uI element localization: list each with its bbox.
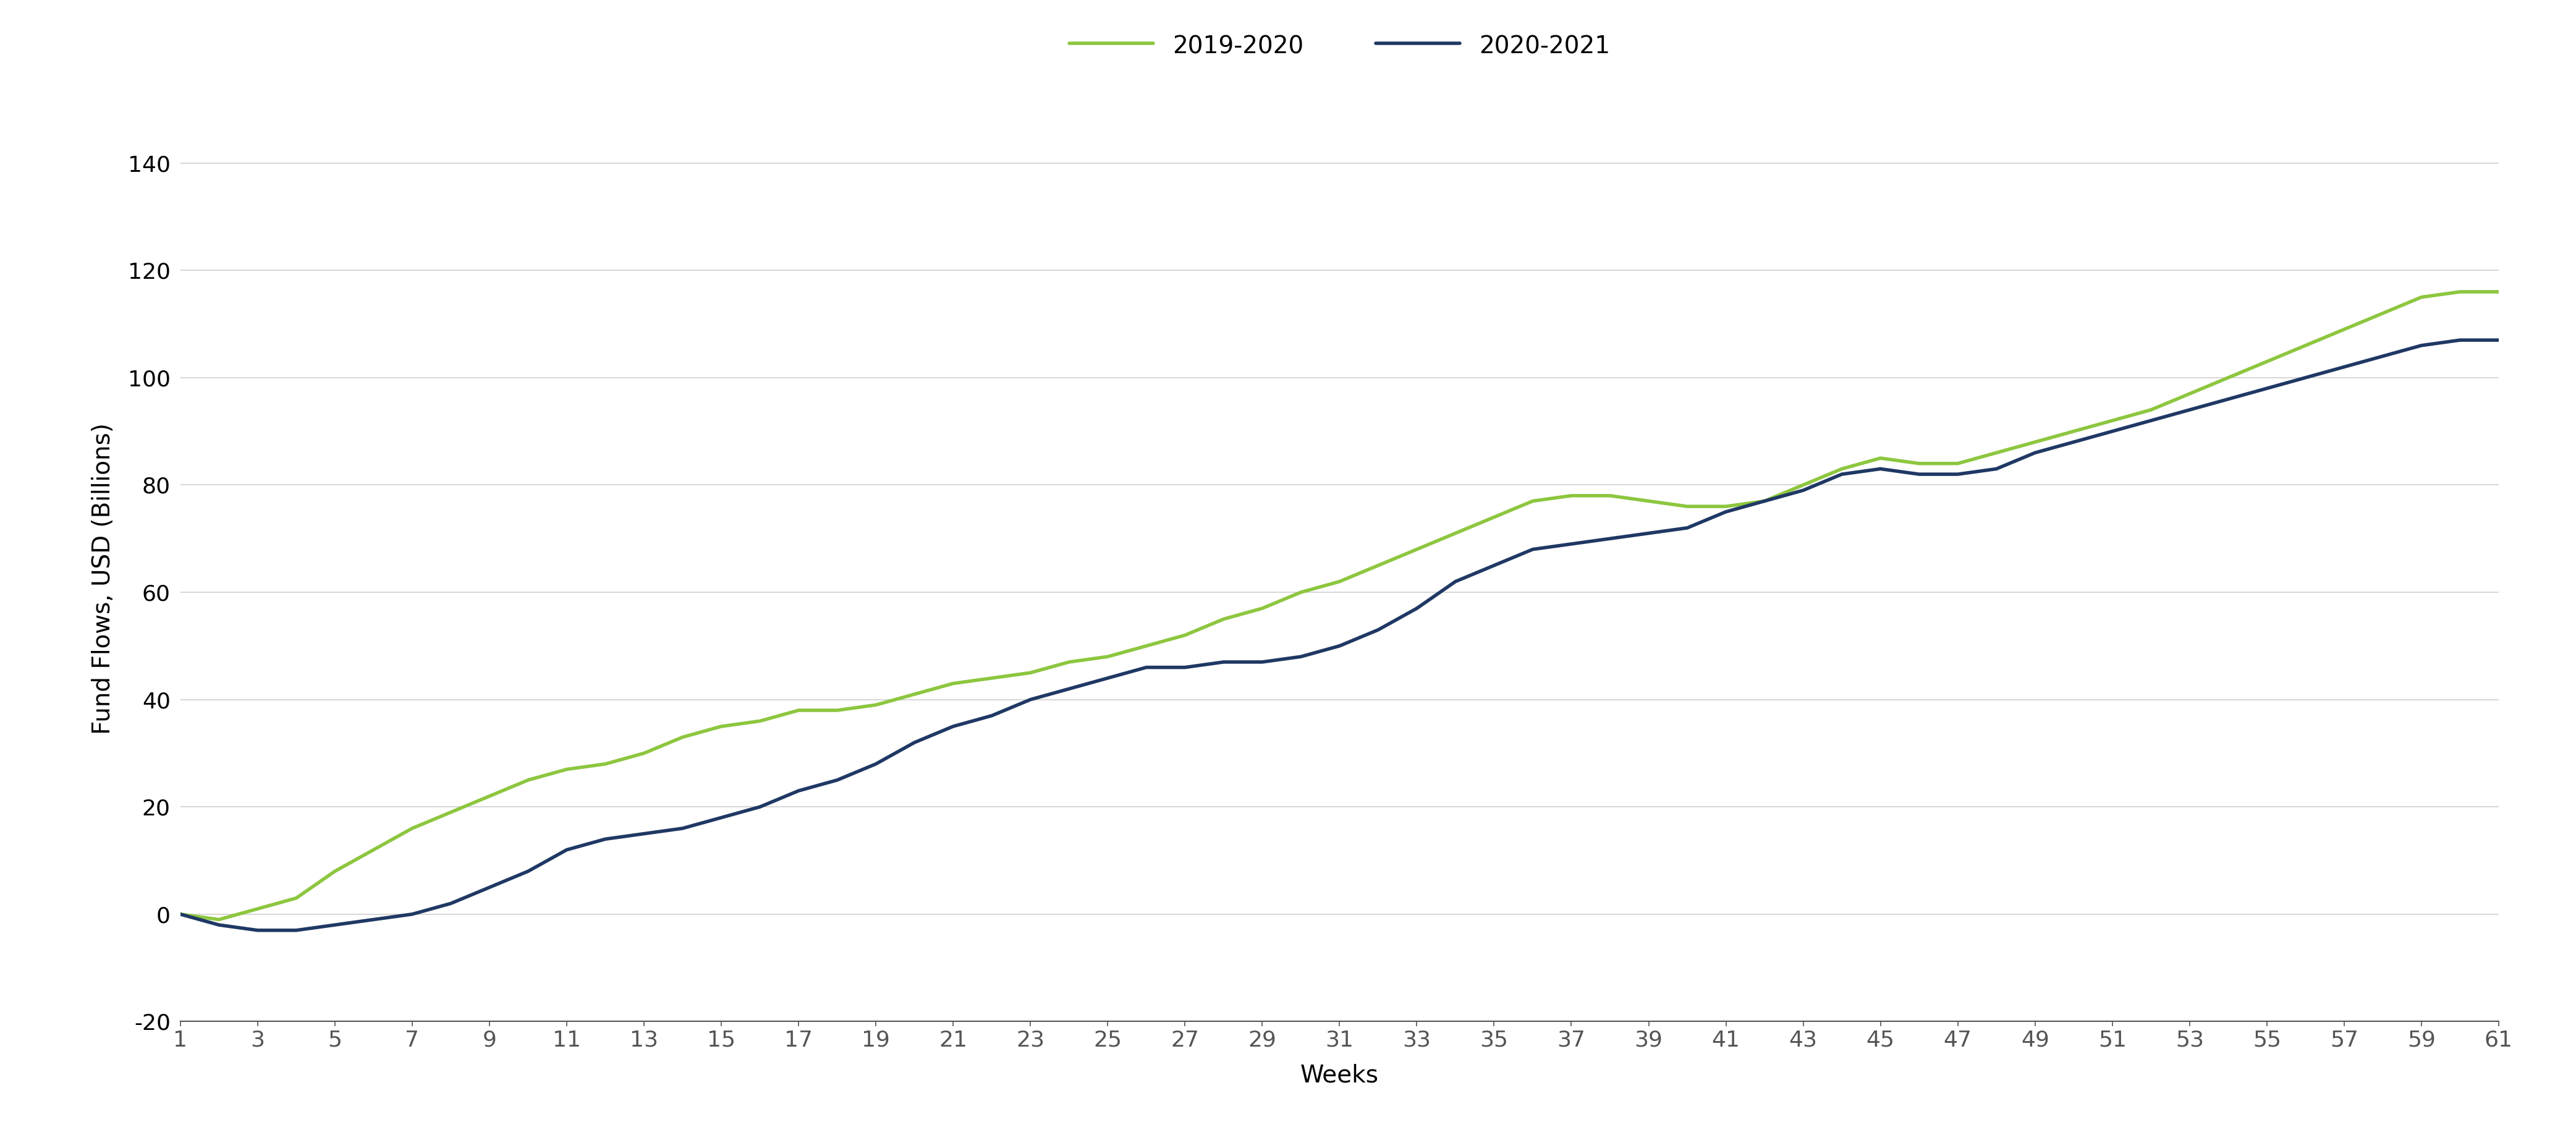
2019-2020: [1015, 666, 1046, 680]
2020-2021: [667, 822, 698, 835]
2020-2021: [165, 907, 196, 920]
2020-2021: [744, 800, 775, 814]
2019-2020: [2445, 285, 2476, 299]
2019-2020: [165, 907, 196, 920]
2020-2021: [2483, 334, 2514, 347]
Legend: 2019-2020, 2020-2021: 2019-2020, 2020-2021: [1069, 33, 1610, 59]
2020-2021: [1440, 574, 1471, 588]
Y-axis label: Fund Flows, USD (Billions): Fund Flows, USD (Billions): [90, 423, 116, 734]
X-axis label: Weeks: Weeks: [1301, 1063, 1378, 1087]
2019-2020: [204, 913, 234, 926]
2019-2020: [667, 730, 698, 743]
2019-2020: [2213, 371, 2244, 385]
2019-2020: [2483, 285, 2514, 299]
2020-2021: [242, 924, 273, 938]
2019-2020: [1595, 489, 1625, 503]
2019-2020: [744, 714, 775, 728]
2019-2020: [1440, 527, 1471, 540]
2020-2021: [2445, 334, 2476, 347]
2020-2021: [2213, 393, 2244, 406]
2020-2021: [1595, 532, 1625, 546]
Line: 2019-2020: 2019-2020: [180, 292, 2499, 919]
2020-2021: [1015, 692, 1046, 706]
Line: 2020-2021: 2020-2021: [180, 340, 2499, 931]
